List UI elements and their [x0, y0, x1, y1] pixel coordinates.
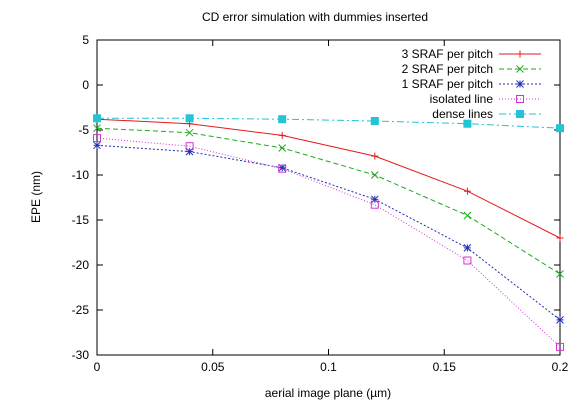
- series-line: [97, 117, 561, 129]
- series-4: [93, 134, 564, 351]
- data-point: [463, 187, 471, 195]
- data-point: [556, 234, 564, 242]
- data-point: [278, 131, 286, 139]
- data-point: [463, 244, 472, 252]
- legend-item: 1 SRAF per pitch: [402, 77, 541, 91]
- data-point: [556, 270, 564, 278]
- data-point: [516, 95, 524, 103]
- y-tick-label: 5: [82, 33, 89, 47]
- x-tick-label: 0.1: [320, 360, 337, 374]
- legend-label: dense lines: [432, 107, 493, 121]
- data-point: [556, 342, 564, 351]
- series-line: [96, 137, 561, 348]
- series-line: [96, 144, 561, 321]
- data-point: [278, 144, 287, 152]
- legend-label: 2 SRAF per pitch: [402, 62, 493, 76]
- data-point: [93, 134, 101, 143]
- legend-label: 1 SRAF per pitch: [402, 77, 493, 91]
- data-point: [463, 256, 472, 265]
- legend-item: 2 SRAF per pitch: [402, 62, 541, 76]
- data-point: [370, 117, 379, 125]
- data-point: [185, 147, 194, 156]
- y-tick-label: -20: [72, 258, 90, 272]
- series-line: [96, 127, 561, 275]
- y-tick-label: -5: [78, 123, 89, 137]
- data-point: [516, 65, 524, 73]
- series-3: [93, 141, 564, 324]
- data-point: [516, 110, 524, 118]
- data-point: [93, 141, 101, 150]
- data-point: [516, 80, 524, 88]
- x-tick-label: 0.15: [433, 360, 457, 374]
- y-tick-label: 0: [82, 78, 89, 92]
- y-tick-label: -15: [72, 213, 90, 227]
- data-point: [516, 50, 524, 58]
- x-axis-title: aerial image plane (µm): [265, 386, 391, 400]
- legend-item: dense lines: [432, 107, 541, 121]
- x-tick-label: 0.05: [201, 360, 225, 374]
- x-tick-label: 0.2: [552, 360, 569, 374]
- legend-item: 3 SRAF per pitch: [402, 47, 541, 61]
- y-tick-label: -30: [72, 348, 90, 362]
- data-point: [371, 152, 379, 160]
- data-point: [556, 316, 564, 324]
- data-point: [463, 211, 472, 220]
- data-point: [463, 119, 472, 128]
- series-line: [96, 118, 561, 239]
- y-tick-label: -25: [72, 303, 90, 317]
- data-point: [185, 114, 194, 123]
- legend-label: isolated line: [430, 92, 494, 106]
- series-5: [93, 114, 564, 133]
- data-point: [93, 124, 101, 133]
- data-point: [185, 142, 194, 151]
- y-tick-label: -10: [72, 168, 90, 182]
- chart-title: CD error simulation with dummies inserte…: [202, 10, 428, 24]
- data-point: [278, 164, 287, 173]
- data-point: [370, 200, 379, 209]
- legend-label: 3 SRAF per pitch: [402, 47, 493, 61]
- data-point: [370, 195, 379, 204]
- legend-item: isolated line: [430, 92, 541, 106]
- data-point: [370, 171, 379, 179]
- data-point: [556, 124, 564, 133]
- data-point: [185, 128, 194, 137]
- series-2: [93, 124, 564, 278]
- data-point: [278, 115, 287, 124]
- data-point: [93, 114, 101, 123]
- y-axis-title: EPE (nm): [29, 171, 43, 223]
- x-tick-label: 0: [94, 360, 101, 374]
- series-1: [93, 115, 564, 242]
